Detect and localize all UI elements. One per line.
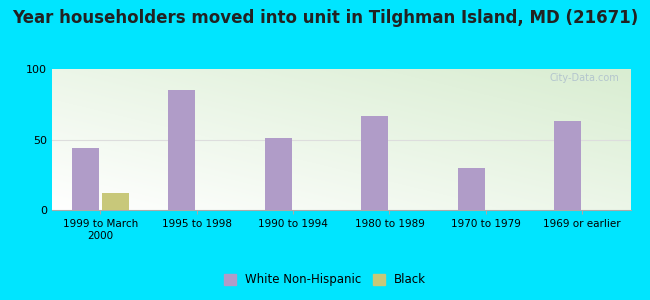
Legend: White Non-Hispanic, Black: White Non-Hispanic, Black xyxy=(219,269,431,291)
Bar xyxy=(72,148,99,210)
Bar xyxy=(458,168,484,210)
Bar xyxy=(168,90,195,210)
Bar xyxy=(265,138,292,210)
Text: City-Data.com: City-Data.com xyxy=(549,73,619,83)
Bar xyxy=(554,121,581,210)
Text: Year householders moved into unit in Tilghman Island, MD (21671): Year householders moved into unit in Til… xyxy=(12,9,638,27)
Bar xyxy=(101,193,129,210)
Bar xyxy=(361,116,388,210)
